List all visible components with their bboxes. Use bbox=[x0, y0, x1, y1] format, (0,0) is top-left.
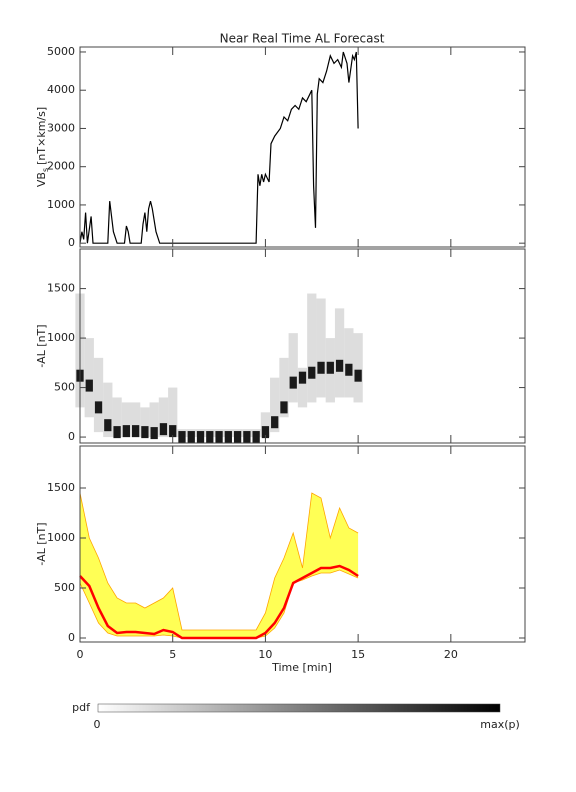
y-tick-label: 500 bbox=[54, 381, 75, 394]
pdf-range bbox=[297, 367, 308, 408]
pdf-mode bbox=[150, 427, 158, 440]
pdf-mode bbox=[122, 425, 130, 438]
y-tick-label: 1000 bbox=[47, 531, 75, 544]
pdf-mode bbox=[354, 369, 362, 382]
pdf-range bbox=[334, 308, 345, 398]
pdf-mode bbox=[335, 359, 344, 372]
pdf-mode bbox=[308, 366, 316, 379]
pdf-mode bbox=[94, 401, 103, 414]
x-tick-label: 15 bbox=[351, 648, 365, 661]
pdf-mode bbox=[271, 416, 279, 429]
pdf-range bbox=[93, 357, 104, 433]
median-line bbox=[79, 564, 359, 640]
pdf-range bbox=[279, 357, 289, 418]
panel-frame bbox=[79, 248, 526, 444]
forecast-band bbox=[80, 493, 359, 638]
y-label-unit: [nT×km/s] bbox=[35, 107, 48, 165]
pdf-mode bbox=[159, 423, 168, 436]
pdf-mode bbox=[141, 426, 149, 439]
pdf-mode bbox=[289, 376, 297, 389]
y-tick-label: 500 bbox=[54, 581, 75, 594]
y-axis-label: -AL [nT] bbox=[35, 522, 48, 565]
x-tick-label: 10 bbox=[258, 648, 272, 661]
pdf-range bbox=[149, 402, 159, 438]
y-axis-label: -AL [nT] bbox=[35, 324, 48, 367]
pdf-mode bbox=[178, 431, 186, 444]
y-label-main: VB bbox=[35, 172, 48, 187]
y-tick-label: 1500 bbox=[47, 481, 75, 494]
y-tick-label: 3000 bbox=[47, 121, 75, 134]
x-axis-label: Time [min] bbox=[271, 661, 332, 674]
y-axis-label: VBs [nT×km/s] bbox=[35, 107, 50, 187]
colorbar-label: pdf bbox=[72, 701, 91, 714]
x-tick-label: 20 bbox=[444, 648, 458, 661]
y-tick-label: 2000 bbox=[47, 160, 75, 173]
chart-title: Near Real Time AL Forecast bbox=[220, 32, 385, 46]
y-tick-label: 0 bbox=[68, 236, 75, 249]
pdf-mode bbox=[252, 431, 260, 444]
y-tick-label: 1000 bbox=[47, 331, 75, 344]
pdf-range bbox=[307, 293, 317, 403]
y-tick-label: 0 bbox=[68, 631, 75, 644]
colorbar-min-label: 0 bbox=[94, 718, 101, 731]
panel-frame bbox=[79, 445, 526, 643]
x-tick-label: 0 bbox=[77, 648, 84, 661]
pdf-range bbox=[121, 402, 131, 438]
y-tick-label: 1500 bbox=[47, 282, 75, 295]
pdf-range bbox=[168, 387, 178, 438]
pdf-mode bbox=[206, 431, 214, 444]
pdf-mode bbox=[326, 361, 334, 374]
pdf-mode bbox=[169, 425, 177, 438]
pdf-mode bbox=[317, 361, 325, 374]
pdf-range bbox=[288, 333, 298, 403]
pdf-mode bbox=[261, 426, 270, 439]
x-tick-label: 5 bbox=[169, 648, 176, 661]
band-upper-edge bbox=[79, 492, 359, 631]
pdf-range bbox=[140, 407, 150, 438]
pdf-range bbox=[270, 377, 280, 433]
pdf-mode bbox=[215, 431, 223, 444]
pdf-mode bbox=[298, 371, 307, 384]
pdf-mode bbox=[113, 426, 121, 439]
pdf-mode bbox=[224, 431, 232, 444]
pdf-mode bbox=[243, 431, 251, 444]
pdf-mode bbox=[280, 401, 288, 414]
pdf-range bbox=[158, 397, 169, 438]
pdf-mode bbox=[196, 431, 205, 444]
pdf-mode bbox=[233, 431, 242, 444]
pdf-mode bbox=[85, 379, 93, 392]
pdf-range bbox=[260, 412, 271, 438]
pdf-mode bbox=[187, 431, 195, 444]
vbs-line bbox=[79, 51, 359, 244]
pdf-mode bbox=[104, 419, 112, 432]
y-label-sub: s bbox=[41, 168, 50, 172]
panel-frame bbox=[79, 46, 526, 248]
y-tick-label: 4000 bbox=[47, 83, 75, 96]
y-tick-label: 5000 bbox=[47, 45, 75, 58]
pdf-range bbox=[344, 328, 354, 398]
pdf-mode bbox=[345, 363, 353, 376]
y-tick-label: 0 bbox=[68, 430, 75, 443]
pdf-range bbox=[112, 397, 122, 438]
pdf-range bbox=[130, 402, 141, 438]
y-tick-label: 1000 bbox=[47, 198, 75, 211]
pdf-range bbox=[103, 382, 113, 438]
colorbar bbox=[97, 703, 501, 713]
pdf-mode bbox=[131, 425, 140, 438]
pdf-range bbox=[84, 338, 94, 418]
pdf-range bbox=[316, 298, 326, 398]
colorbar-max-label: max(p) bbox=[480, 718, 520, 731]
pdf-range bbox=[353, 333, 363, 403]
